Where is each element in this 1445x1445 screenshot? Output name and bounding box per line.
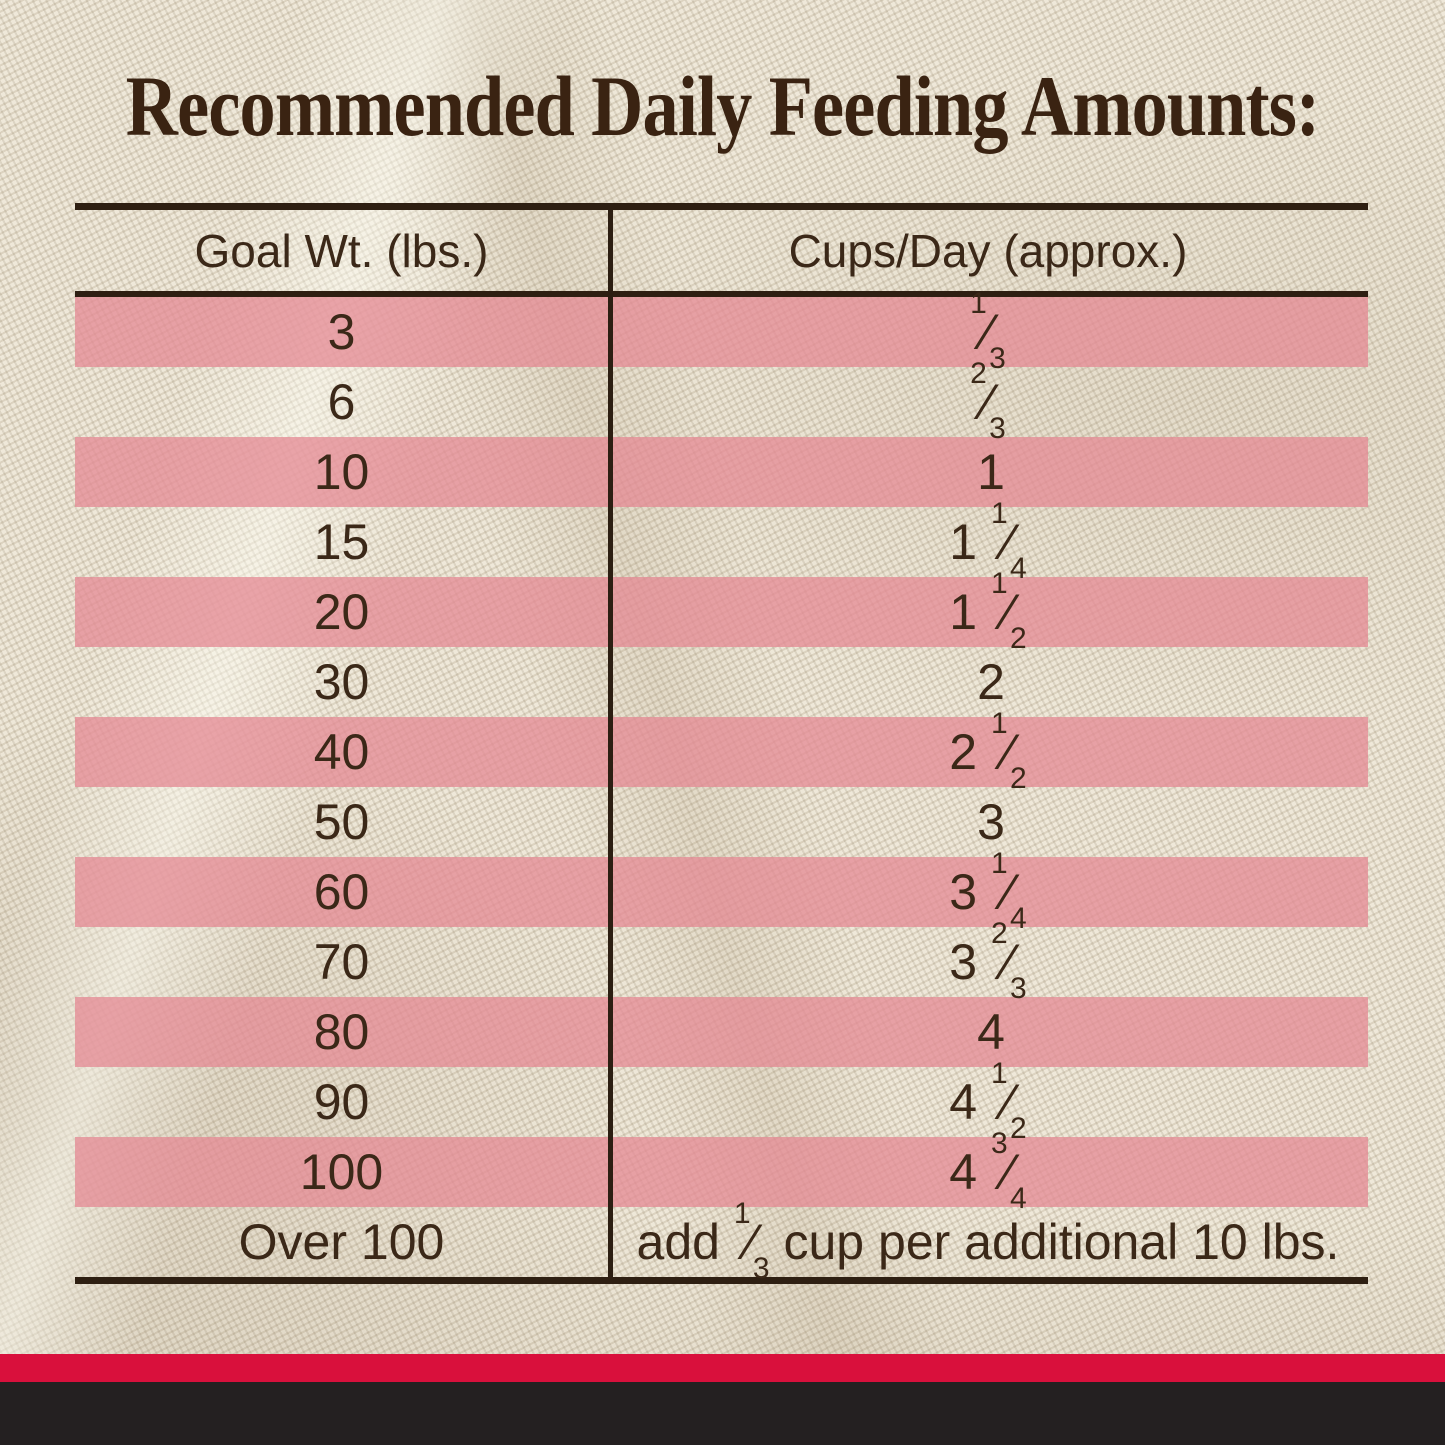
fraction-slash: ⁄ — [1004, 514, 1014, 570]
fraction-denominator: 3 — [1010, 972, 1027, 1006]
goal-weight-cell: 60 — [313, 864, 370, 920]
fraction-numerator: 1 — [970, 286, 987, 320]
fraction-slash: ⁄ — [747, 1214, 756, 1270]
cups-cell: 1⁄3 — [608, 288, 1368, 374]
fraction-numerator: 3 — [990, 1126, 1008, 1160]
cups-cell: add 1⁄3 cup per additional 10 lbs. — [608, 1198, 1368, 1284]
goal-weight-cell: 50 — [313, 794, 370, 850]
cups-cell: 4 1⁄2 — [608, 1058, 1368, 1144]
goal-weight-header: Goal Wt. (lbs.) — [194, 224, 489, 277]
table-row: 6 2⁄3 — [75, 358, 1368, 444]
goal-weight-cell: 10 — [313, 444, 370, 500]
cups-whole: 1 — [949, 584, 991, 640]
feeding-amounts-table: Goal Wt. (lbs.) Cups/Day (approx.) 3 1⁄3… — [75, 203, 1368, 1284]
fraction-numerator: 2 — [990, 916, 1008, 950]
cups-whole: 2 — [949, 724, 991, 780]
page-title: Recommended Daily Feeding Amounts: — [125, 58, 1320, 154]
cups-cell: 3 2⁄3 — [608, 918, 1368, 1004]
cups-cell: 3 — [608, 793, 1368, 851]
cups-cell: 1 — [608, 443, 1368, 501]
fraction-slash: ⁄ — [1004, 934, 1014, 990]
cups-cell: 2 — [608, 653, 1368, 711]
goal-weight-cell: 100 — [299, 1144, 384, 1200]
goal-weight-cell: 30 — [313, 654, 370, 710]
fraction-denominator: 2 — [1010, 762, 1027, 796]
fraction-denominator: 2 — [1010, 1112, 1027, 1146]
black-footer-band — [0, 1382, 1445, 1445]
cups-whole: 4 — [977, 1004, 1005, 1060]
fraction-numerator: 1 — [990, 496, 1008, 530]
table-row: 60 3 1⁄4 — [75, 848, 1368, 934]
column-divider-line — [608, 210, 613, 1277]
cups-whole: 3 — [977, 794, 1005, 850]
table-row: 20 1 1⁄2 — [75, 568, 1368, 654]
table-row: 100 4 3⁄4 — [75, 1128, 1368, 1214]
fraction-slash: ⁄ — [983, 374, 993, 430]
fraction-slash: ⁄ — [1004, 584, 1014, 640]
fraction-denominator: 3 — [752, 1252, 770, 1286]
cups-whole: 2 — [977, 654, 1005, 710]
fraction-slash: ⁄ — [1004, 1144, 1014, 1200]
fraction-numerator: 1 — [990, 1056, 1008, 1090]
table-row: 30 2 — [75, 647, 1368, 717]
cups-cell: 1 1⁄2 — [608, 568, 1368, 654]
table-row-over-100: Over 100 add 1⁄3 cup per additional 10 l… — [75, 1198, 1368, 1284]
fraction-denominator: 3 — [989, 412, 1006, 446]
cups-whole: 3 — [949, 934, 991, 990]
table-row: 90 4 1⁄2 — [75, 1058, 1368, 1144]
table-row: 50 3 — [75, 787, 1368, 857]
fraction-slash: ⁄ — [1004, 724, 1014, 780]
table-row: 70 3 2⁄3 — [75, 918, 1368, 1004]
fraction-denominator: 2 — [1010, 622, 1027, 656]
cups-whole: 4 — [949, 1074, 991, 1130]
cups-cell: 2⁄3 — [608, 358, 1368, 444]
goal-weight-cell: 80 — [313, 1004, 370, 1060]
table-header-row: Goal Wt. (lbs.) Cups/Day (approx.) — [75, 210, 1368, 297]
goal-weight-cell: 90 — [313, 1074, 370, 1130]
fraction-slash: ⁄ — [1004, 1074, 1014, 1130]
fraction-numerator: 2 — [970, 356, 987, 390]
fraction-denominator: 4 — [1010, 1182, 1027, 1216]
cups-whole: 4 — [949, 1144, 991, 1200]
fraction-denominator: 4 — [1010, 902, 1027, 936]
cups-whole: 1 — [949, 514, 991, 570]
cups-cell: 2 1⁄2 — [608, 708, 1368, 794]
table-row: 15 1 1⁄4 — [75, 498, 1368, 584]
fraction-numerator: 1 — [990, 846, 1008, 880]
table-row: 40 2 1⁄2 — [75, 708, 1368, 794]
cups-whole: 3 — [949, 864, 991, 920]
cups-per-day-header: Cups/Day (approx.) — [788, 224, 1188, 277]
goal-weight-cell: 40 — [313, 724, 370, 780]
fraction-numerator: 1 — [990, 706, 1008, 740]
cups-whole: 1 — [977, 444, 1005, 500]
fraction-numerator: 1 — [733, 1196, 751, 1230]
cups-cell: 3 1⁄4 — [608, 848, 1368, 934]
red-accent-band — [0, 1354, 1445, 1382]
goal-weight-cell: 20 — [313, 584, 370, 640]
fraction-denominator: 4 — [1010, 552, 1027, 586]
fraction-denominator: 3 — [989, 342, 1006, 376]
table-row: 10 1 — [75, 437, 1368, 507]
goal-weight-cell: Over 100 — [238, 1214, 445, 1270]
goal-weight-cell: 15 — [313, 514, 370, 570]
cups-note: cup per additional 10 lbs. — [769, 1214, 1340, 1270]
cups-cell: 4 3⁄4 — [608, 1128, 1368, 1214]
cups-cell: 4 — [608, 1003, 1368, 1061]
fraction-slash: ⁄ — [1004, 864, 1014, 920]
table-row: 80 4 — [75, 997, 1368, 1067]
fraction-numerator: 1 — [990, 566, 1008, 600]
fraction-slash: ⁄ — [983, 304, 993, 360]
table-row: 3 1⁄3 — [75, 288, 1368, 374]
goal-weight-cell: 6 — [327, 374, 356, 430]
cups-whole: add — [636, 1214, 734, 1270]
goal-weight-cell: 70 — [313, 934, 370, 990]
goal-weight-cell: 3 — [327, 304, 356, 360]
cups-cell: 1 1⁄4 — [608, 498, 1368, 584]
